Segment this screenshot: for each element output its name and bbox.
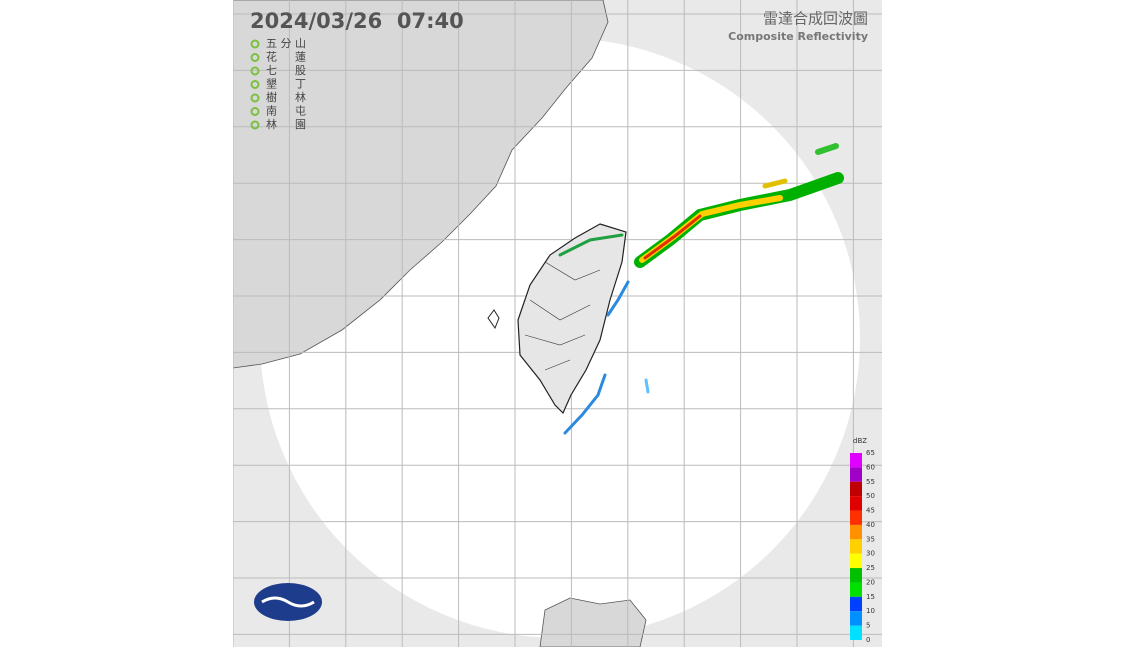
map-area [233,0,882,647]
colorbar-tick-label: 20 [866,578,875,586]
station-marker [250,107,260,116]
station-marker [250,39,260,49]
colorbar-tick-label: 40 [866,521,875,529]
timestamp: 2024/03/26 07:40 [250,9,464,33]
colorbar-tick-label: 5 [866,622,870,630]
logo-wave [261,596,315,608]
station-name: 五分山 [266,37,306,50]
colorbar-tick-label: 15 [866,593,875,601]
penghu [487,309,500,330]
colorbar-segment [850,539,862,554]
colorbar-segment [850,568,862,583]
subtitle: Composite Reflectivity [728,30,868,43]
colorbar-tick-label: 35 [866,535,875,543]
colorbar-segment [850,596,862,612]
taiwan [517,223,627,415]
colorbar-tick-label: 25 [866,564,875,572]
colorbar-segment [850,510,862,525]
colorbar-tick-label: 65 [866,449,875,457]
colorbar-tick-label: 45 [866,507,875,515]
colorbar-tick-label: 50 [866,492,875,500]
colorbar-segment [850,524,862,540]
echoes [558,143,844,435]
colorbar-tick-label: 30 [866,550,875,558]
station-marker [250,80,260,89]
colorbar-segment [850,611,862,626]
colorbar-segment [850,481,862,497]
colorbar-tick-label: 10 [866,607,875,615]
colorbar-unit: dBZ [853,437,867,445]
station-marker [250,120,260,130]
colorbar-tick-label: 55 [866,478,875,486]
colorbar-segment [850,553,862,569]
mainland-coast [233,0,609,369]
county-borders [524,261,601,371]
colorbar-tick-label: 60 [866,463,875,471]
title: 雷達合成回波圖 [763,10,868,28]
philippines [539,597,647,647]
station-marker [250,93,260,103]
colorbar-segment [850,496,862,511]
colorbar-segment [850,625,862,640]
colorbar-segment [850,467,862,482]
station-marker [250,53,260,62]
colorbar-segment [850,582,862,597]
station-marker [250,66,260,76]
colorbar-tick-label: 0 [866,636,870,644]
colorbar-segment [850,453,862,468]
